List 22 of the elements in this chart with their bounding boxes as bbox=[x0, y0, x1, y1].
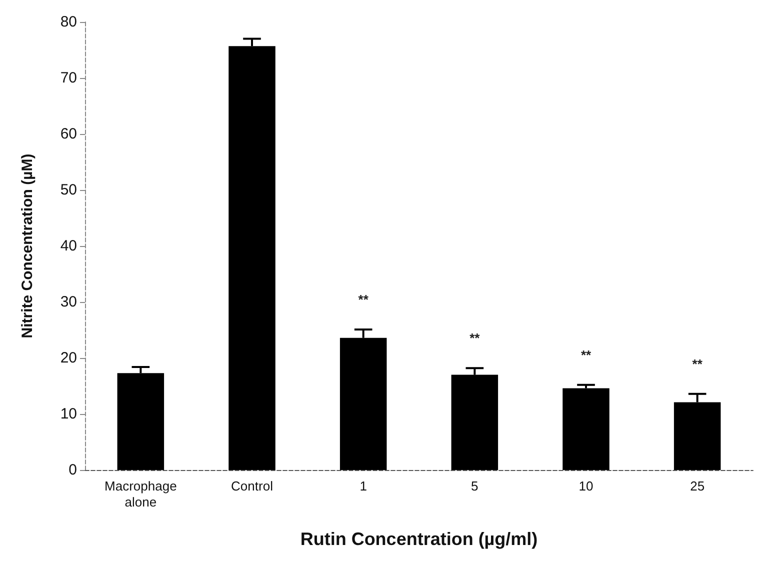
x-tick-label: 25 bbox=[690, 478, 705, 494]
y-tick-label: 50 bbox=[60, 182, 77, 198]
x-tick-label: 1 bbox=[360, 478, 367, 494]
y-tick-label: 10 bbox=[60, 406, 77, 422]
data-label: ** bbox=[580, 347, 592, 362]
y-tick-label: 60 bbox=[60, 126, 77, 142]
x-tick-label: Macrophage alone bbox=[104, 478, 177, 510]
y-tick-label: 20 bbox=[60, 350, 77, 366]
y-axis-title: Nitrite Concentration (µM) bbox=[19, 154, 36, 338]
data-label: ** bbox=[692, 356, 704, 372]
x-axis-title: Rutin Concentration (µg/ml) bbox=[300, 529, 538, 549]
x-tick-label: 10 bbox=[578, 478, 594, 494]
y-tick-label: 30 bbox=[60, 294, 77, 310]
data-label: ** bbox=[358, 292, 370, 307]
y-tick-label: 70 bbox=[60, 70, 77, 86]
x-tick-label: 5 bbox=[471, 478, 478, 494]
data-label: ** bbox=[470, 330, 481, 346]
y-tick-label: 0 bbox=[68, 462, 77, 478]
y-tick-label: 40 bbox=[60, 238, 77, 254]
x-tick-label: Control bbox=[231, 478, 274, 494]
bar bbox=[562, 388, 610, 470]
y-tick-label: 80 bbox=[60, 14, 77, 30]
